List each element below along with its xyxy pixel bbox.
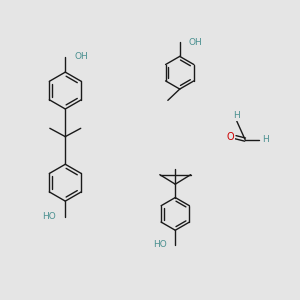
Text: HO: HO xyxy=(153,240,167,249)
Text: HO: HO xyxy=(43,212,56,221)
Text: OH: OH xyxy=(188,38,202,46)
Text: OH: OH xyxy=(74,52,88,61)
Text: H: H xyxy=(233,111,240,120)
Text: O: O xyxy=(226,132,234,142)
Text: H: H xyxy=(262,135,269,144)
